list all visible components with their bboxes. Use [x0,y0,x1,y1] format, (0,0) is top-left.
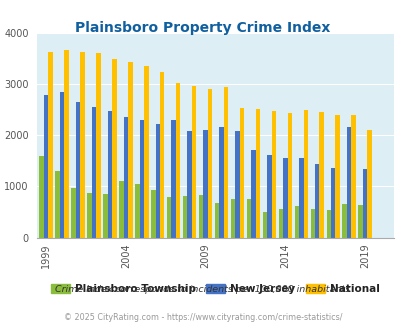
Bar [171,120,175,238]
Bar [214,203,219,238]
Bar [287,113,291,238]
Bar [230,199,234,238]
Bar [87,193,92,238]
Bar [330,168,335,238]
Bar [39,156,44,238]
Bar [44,95,48,238]
Bar [92,107,96,238]
Bar [303,110,307,238]
Text: © 2025 CityRating.com - https://www.cityrating.com/crime-statistics/: © 2025 CityRating.com - https://www.city… [64,313,341,322]
Bar [255,109,260,238]
Bar [282,158,287,238]
Bar [71,188,76,238]
Bar [155,124,160,238]
Bar [262,212,266,238]
Bar [310,209,314,238]
Bar [103,194,107,238]
Bar [278,209,282,238]
Bar [314,164,319,238]
Bar [367,130,371,238]
Bar [80,52,85,238]
Bar [341,204,346,238]
Bar [223,87,228,238]
Bar [319,112,323,238]
Bar [135,184,139,238]
Bar [128,62,132,238]
Text: Plainsboro Property Crime Index: Plainsboro Property Crime Index [75,21,330,35]
Bar [166,197,171,238]
Bar [251,149,255,238]
Bar [55,171,60,238]
Bar [60,92,64,238]
Bar [271,111,275,238]
Bar [160,72,164,238]
Bar [144,66,148,238]
Bar [112,59,116,238]
Bar [76,102,80,238]
Bar [183,196,187,238]
Bar [124,117,128,238]
Bar [346,127,351,238]
Bar [219,127,223,238]
Bar [266,155,271,238]
Bar [96,53,100,238]
Bar [326,210,330,238]
Bar [64,50,68,238]
Bar [151,189,155,238]
Bar [362,169,367,238]
Bar [107,111,112,238]
Bar [358,205,362,238]
Bar [298,158,303,238]
Bar [198,195,203,238]
Bar [203,130,207,238]
Bar [187,131,192,238]
Bar [351,115,355,238]
Bar [294,206,298,238]
Bar [192,86,196,238]
Bar [246,199,251,238]
Bar [335,115,339,238]
Bar [119,181,123,238]
Bar [235,131,239,238]
Bar [207,89,212,238]
Legend: Plainsboro Township, New Jersey, National: Plainsboro Township, New Jersey, Nationa… [47,280,383,298]
Bar [239,108,243,238]
Bar [139,120,144,238]
Bar [175,82,180,238]
Bar [48,52,53,238]
Text: Crime Index corresponds to incidents per 100,000 inhabitants: Crime Index corresponds to incidents per… [55,285,350,294]
